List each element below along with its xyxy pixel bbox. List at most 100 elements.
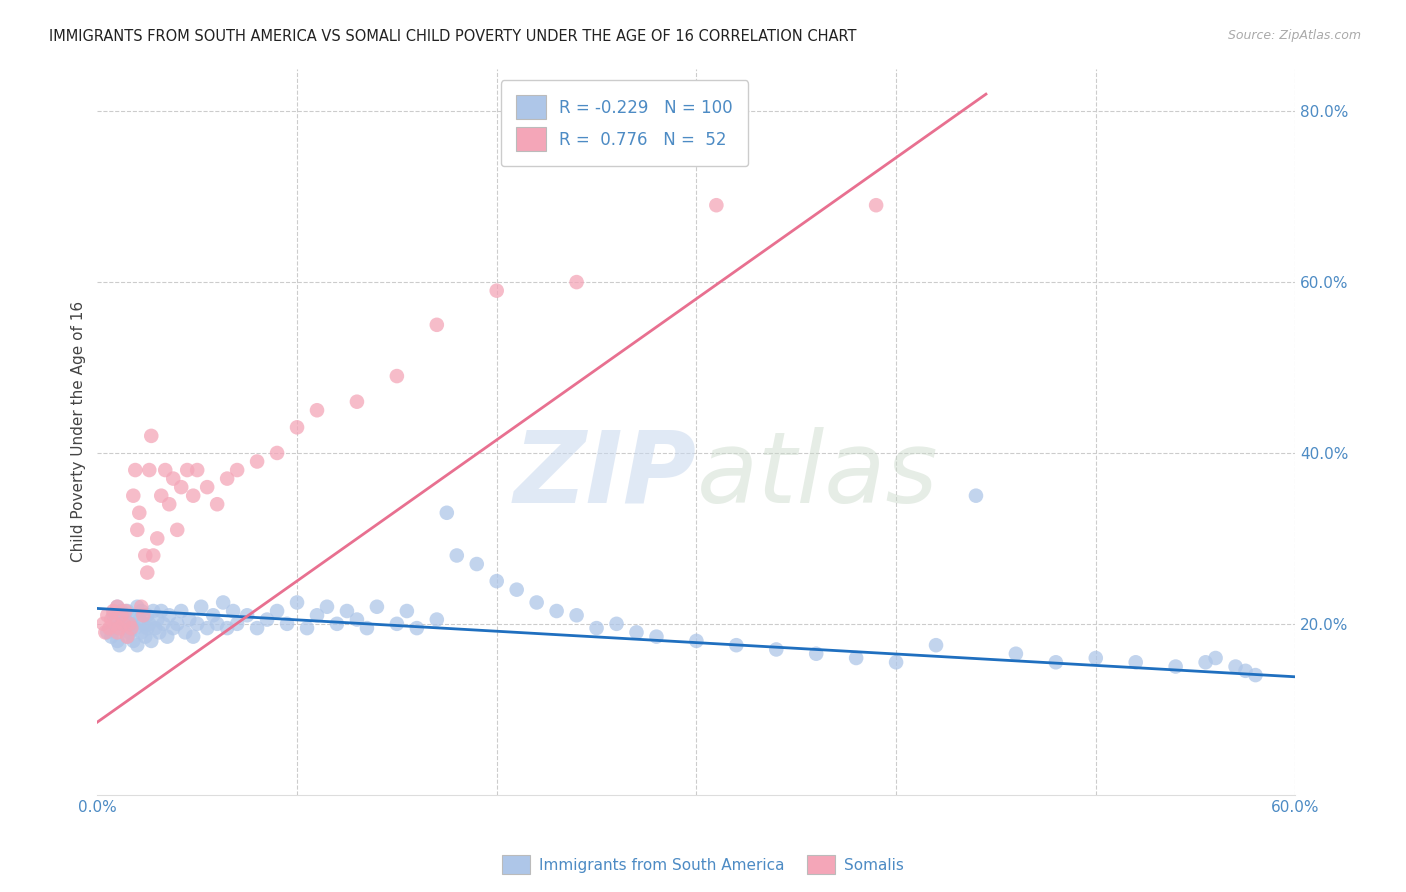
Point	[179, 613, 201, 627]
Point	[845, 651, 868, 665]
Point	[426, 613, 449, 627]
Point	[226, 616, 249, 631]
Point	[195, 621, 218, 635]
Point	[385, 616, 408, 631]
Point	[127, 523, 149, 537]
Point	[141, 429, 163, 443]
Legend: Immigrants from South America, Somalis: Immigrants from South America, Somalis	[496, 849, 910, 880]
Point	[148, 625, 170, 640]
Point	[1194, 655, 1216, 669]
Point	[170, 604, 193, 618]
Point	[1164, 659, 1187, 673]
Point	[142, 604, 165, 618]
Point	[103, 604, 125, 618]
Point	[1125, 655, 1147, 669]
Point	[150, 489, 173, 503]
Point	[118, 625, 141, 640]
Point	[246, 454, 269, 468]
Point	[103, 608, 125, 623]
Point	[129, 604, 152, 618]
Point	[205, 497, 228, 511]
Point	[884, 655, 907, 669]
Point	[266, 446, 288, 460]
Point	[346, 613, 368, 627]
Point	[146, 532, 169, 546]
Point	[96, 625, 118, 640]
Point	[526, 595, 548, 609]
Point	[166, 616, 188, 631]
Point	[606, 616, 628, 631]
Point	[246, 621, 269, 635]
Point	[485, 284, 508, 298]
Point	[96, 608, 118, 623]
Point	[110, 608, 132, 623]
Point	[226, 463, 249, 477]
Point	[118, 616, 141, 631]
Point	[127, 599, 149, 614]
Point	[706, 198, 728, 212]
Point	[157, 608, 180, 623]
Point	[1234, 664, 1257, 678]
Point	[162, 621, 184, 635]
Point	[565, 608, 588, 623]
Point	[1045, 655, 1067, 669]
Point	[205, 616, 228, 631]
Point	[138, 616, 160, 631]
Point	[112, 621, 135, 635]
Point	[305, 608, 328, 623]
Point	[105, 599, 128, 614]
Point	[222, 604, 245, 618]
Point	[94, 625, 117, 640]
Point	[236, 608, 259, 623]
Point	[108, 638, 131, 652]
Point	[436, 506, 458, 520]
Point	[122, 608, 145, 623]
Point	[965, 489, 987, 503]
Point	[316, 599, 339, 614]
Point	[104, 616, 127, 631]
Point	[465, 557, 488, 571]
Point	[132, 616, 155, 631]
Point	[426, 318, 449, 332]
Point	[155, 463, 177, 477]
Point	[176, 463, 198, 477]
Point	[865, 198, 887, 212]
Point	[128, 613, 150, 627]
Point	[217, 472, 239, 486]
Point	[136, 621, 159, 635]
Point	[190, 599, 212, 614]
Point	[110, 616, 132, 631]
Point	[395, 604, 418, 618]
Point	[117, 630, 139, 644]
Point	[136, 608, 159, 623]
Point	[127, 638, 149, 652]
Point	[186, 616, 208, 631]
Point	[105, 625, 128, 640]
Point	[162, 472, 184, 486]
Point	[925, 638, 948, 652]
Point	[276, 616, 298, 631]
Point	[181, 630, 204, 644]
Point	[212, 595, 235, 609]
Point	[626, 625, 648, 640]
Point	[1205, 651, 1227, 665]
Point	[141, 634, 163, 648]
Point	[356, 621, 378, 635]
Point	[1244, 668, 1267, 682]
Point	[105, 599, 128, 614]
Point	[285, 420, 308, 434]
Point	[1084, 651, 1107, 665]
Point	[166, 523, 188, 537]
Point	[645, 630, 668, 644]
Point	[385, 369, 408, 384]
Point	[120, 616, 142, 631]
Point	[195, 480, 218, 494]
Point	[124, 463, 146, 477]
Text: IMMIGRANTS FROM SOUTH AMERICA VS SOMALI CHILD POVERTY UNDER THE AGE OF 16 CORREL: IMMIGRANTS FROM SOUTH AMERICA VS SOMALI …	[49, 29, 856, 44]
Point	[110, 604, 132, 618]
Point	[685, 634, 707, 648]
Point	[129, 599, 152, 614]
Point	[346, 394, 368, 409]
Point	[186, 463, 208, 477]
Point	[806, 647, 828, 661]
